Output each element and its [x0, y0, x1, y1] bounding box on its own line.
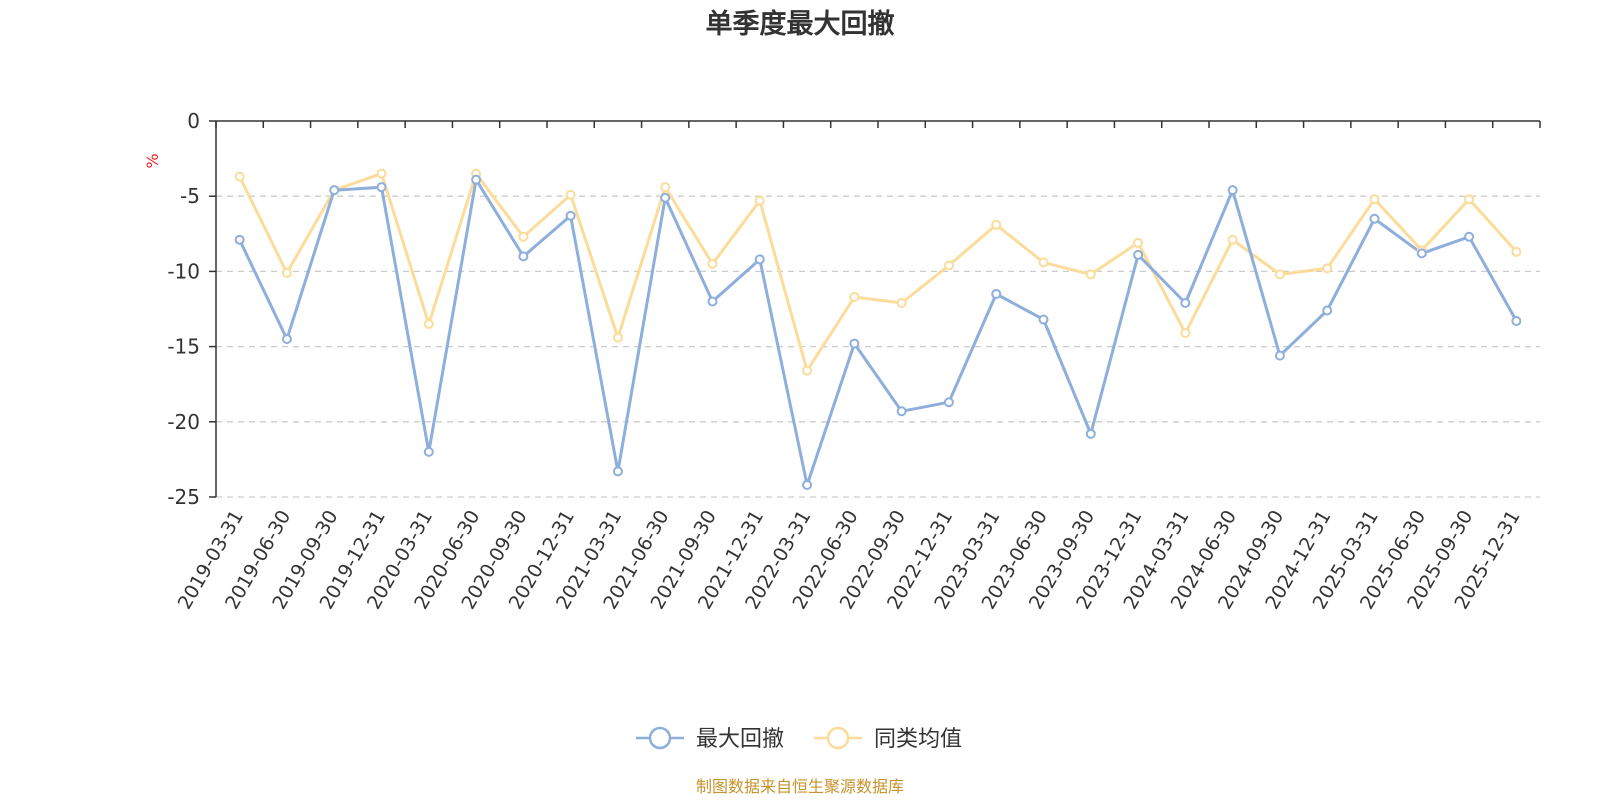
data-point — [1511, 316, 1522, 327]
data-point — [423, 446, 434, 457]
data-point — [1133, 237, 1144, 248]
data-point — [329, 185, 340, 196]
y-tick-label: -5 — [180, 184, 200, 208]
data-point — [1038, 314, 1049, 325]
data-point — [565, 189, 576, 200]
data-point — [423, 319, 434, 330]
data-point — [1274, 350, 1285, 361]
chart-title: 单季度最大回撤 — [706, 8, 895, 40]
y-tick-label: -20 — [167, 410, 200, 434]
y-tick-label: -15 — [167, 335, 200, 359]
legend-label: 同类均值 — [874, 727, 962, 752]
data-point — [376, 168, 387, 179]
legend-marker-icon — [648, 726, 672, 750]
data-point — [1322, 305, 1333, 316]
data-point — [612, 466, 623, 477]
data-point — [234, 234, 245, 245]
axes — [209, 120, 1541, 498]
data-point — [471, 174, 482, 185]
data-point — [518, 251, 529, 262]
data-point — [1133, 249, 1144, 260]
legend-item-0[interactable]: 最大回撤 — [636, 726, 784, 752]
legend-item-1[interactable]: 同类均值 — [814, 726, 962, 752]
data-point — [660, 182, 671, 193]
data-point — [1180, 297, 1191, 308]
data-point — [849, 338, 860, 349]
data-point — [234, 171, 245, 182]
data-point — [1085, 428, 1096, 439]
data-point — [802, 479, 813, 490]
data-point — [849, 291, 860, 302]
data-point — [518, 231, 529, 242]
data-point — [1464, 194, 1475, 205]
data-point — [1416, 248, 1427, 259]
x-tick-labels: 2019-03-312019-06-302019-09-302019-12-31… — [174, 506, 1525, 613]
y-tick-label: -10 — [167, 259, 200, 283]
series-line-1 — [238, 172, 1518, 373]
data-point — [707, 258, 718, 269]
y-tick-label: 0 — [187, 109, 200, 133]
data-point — [1274, 269, 1285, 280]
data-point — [660, 192, 671, 203]
data-point — [1038, 257, 1049, 268]
legend-marker-icon — [826, 726, 850, 750]
data-point — [991, 288, 1002, 299]
data-point — [1511, 246, 1522, 257]
source-footer: 制图数据来自恒生聚源数据库 — [696, 777, 904, 796]
data-point — [1227, 185, 1238, 196]
data-point — [612, 332, 623, 343]
y-tick-label: -25 — [167, 485, 200, 509]
data-point — [1322, 263, 1333, 274]
data-point — [754, 195, 765, 206]
data-point — [943, 260, 954, 271]
data-point — [896, 406, 907, 417]
data-point — [1227, 234, 1238, 245]
data-point — [281, 267, 292, 278]
data-point — [1369, 194, 1380, 205]
data-point — [1369, 213, 1380, 224]
legend[interactable]: 最大回撤 同类均值 — [636, 726, 962, 752]
series-line-0 — [238, 178, 1518, 487]
data-point — [707, 296, 718, 307]
legend-label: 最大回撤 — [696, 727, 784, 752]
data-point — [281, 334, 292, 345]
data-point — [565, 210, 576, 221]
y-tick-labels: 0 -5 -10 -15 -20 -25 — [167, 109, 200, 509]
gridlines — [216, 195, 1540, 498]
data-point — [1464, 231, 1475, 242]
data-point — [896, 297, 907, 308]
data-point — [802, 365, 813, 376]
data-point — [1085, 269, 1096, 280]
data-point — [376, 182, 387, 193]
data-point — [754, 254, 765, 265]
series-lines — [234, 168, 1522, 490]
data-point — [991, 219, 1002, 230]
data-point — [943, 397, 954, 408]
data-point — [1180, 328, 1191, 339]
y-axis-unit: % — [143, 153, 162, 168]
